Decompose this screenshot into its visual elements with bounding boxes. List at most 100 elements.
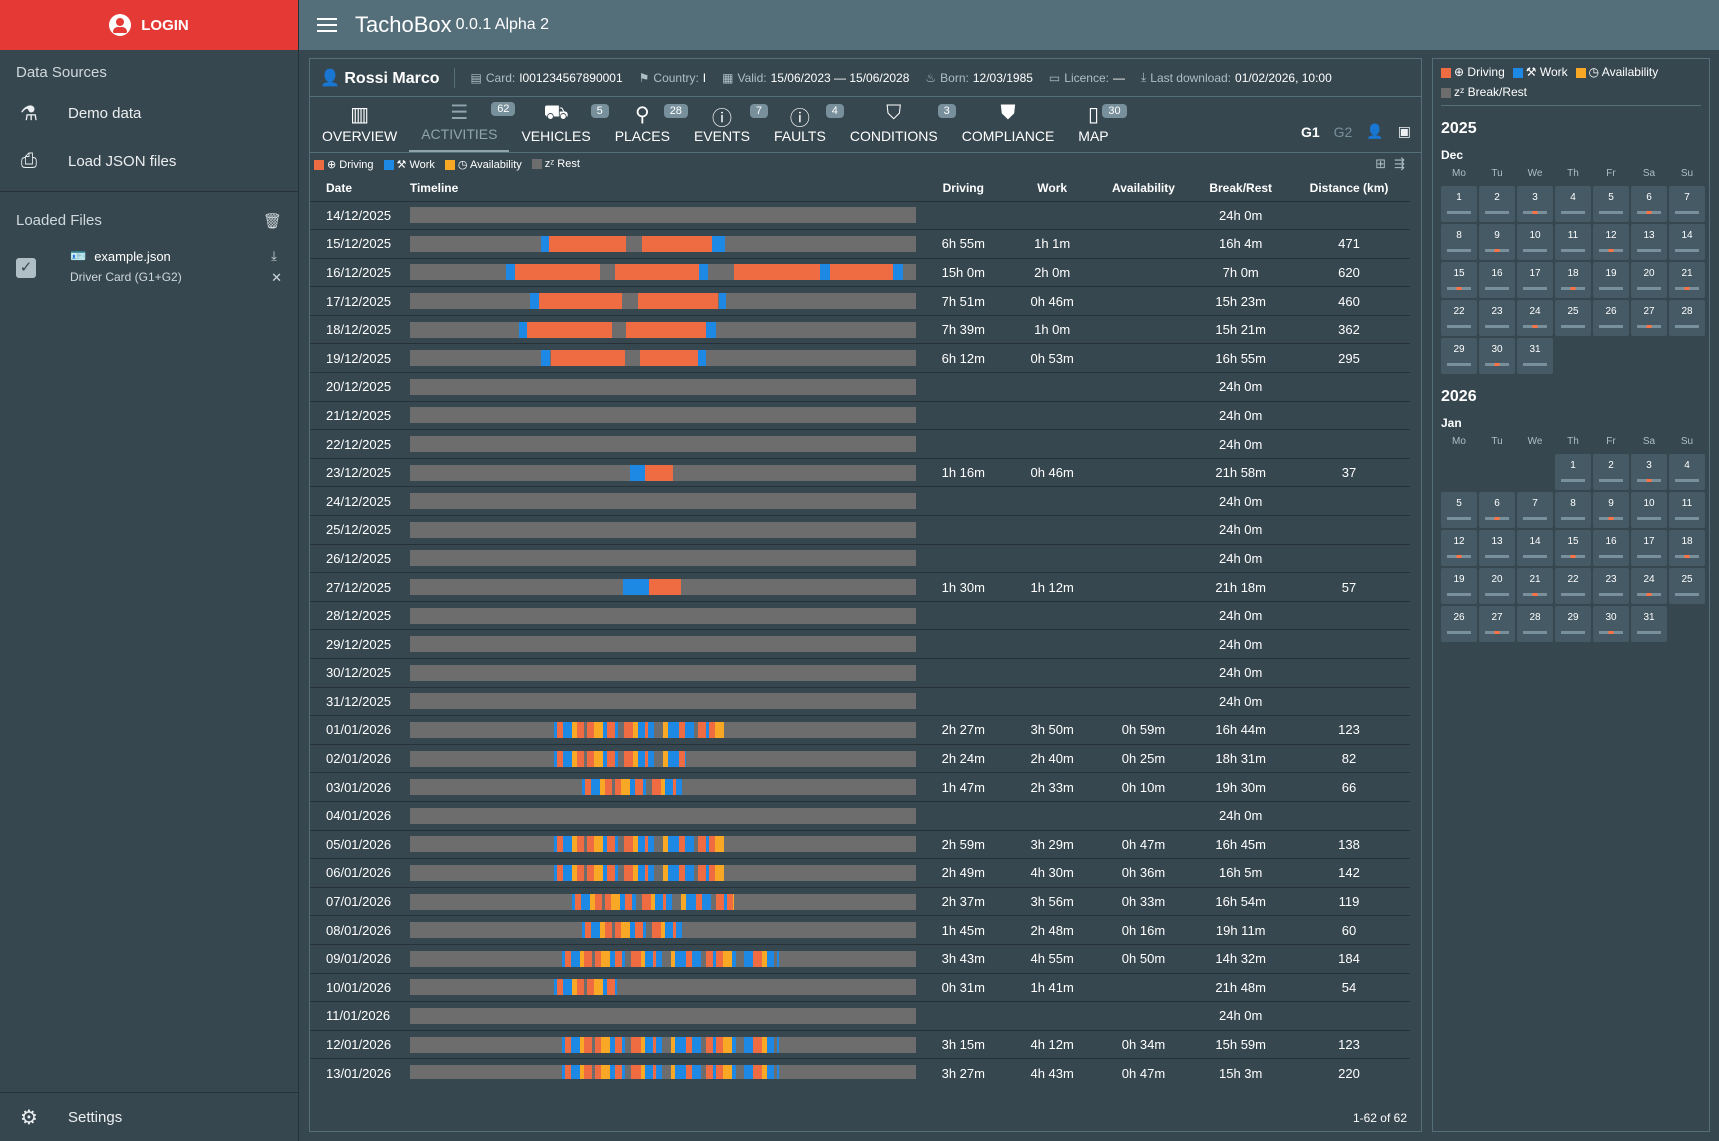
calendar-day[interactable]: 20 xyxy=(1631,262,1667,298)
table-row[interactable]: 27/12/2025 1h 30m 1h 12m 21h 18m 57 xyxy=(310,572,1410,602)
calendar-day[interactable]: 18 xyxy=(1669,530,1705,566)
calendar-day[interactable]: 15 xyxy=(1441,262,1477,298)
calendar-day[interactable]: 19 xyxy=(1593,262,1629,298)
calendar-day[interactable]: 10 xyxy=(1631,492,1667,528)
calendar-day[interactable]: 30 xyxy=(1479,338,1515,374)
calendar-day[interactable]: 21 xyxy=(1669,262,1705,298)
tab-overview[interactable]: ▥ OVERVIEW xyxy=(310,102,409,152)
col-work[interactable]: Work xyxy=(1010,175,1094,202)
calendar-day[interactable]: 8 xyxy=(1441,224,1477,260)
tab-places[interactable]: ⚲ PLACES 28 xyxy=(603,102,688,152)
tab-events[interactable]: ⓘ EVENTS 7 xyxy=(682,102,768,152)
table-row[interactable]: 17/12/2025 7h 51m 0h 46m 15h 23m 460 xyxy=(310,286,1410,316)
calendar-day[interactable]: 19 xyxy=(1441,568,1477,604)
calendar-day[interactable]: 16 xyxy=(1593,530,1629,566)
settings-item[interactable]: ⚙ Settings xyxy=(0,1093,299,1141)
calendar-day[interactable]: 29 xyxy=(1555,606,1591,642)
table-row[interactable]: 19/12/2025 6h 12m 0h 53m 16h 55m 295 xyxy=(310,343,1410,374)
table-row[interactable]: 15/12/2025 6h 55m 1h 1m 16h 4m 471 xyxy=(310,229,1410,259)
calendar-day[interactable]: 6 xyxy=(1479,492,1515,528)
calendar-day[interactable]: 24 xyxy=(1517,300,1553,336)
calendar-day[interactable]: 17 xyxy=(1631,530,1667,566)
calendar-day[interactable]: 24 xyxy=(1631,568,1667,604)
table-row[interactable]: 21/12/2025 24h 0m xyxy=(310,401,1410,431)
table-row[interactable]: 03/01/2026 1h 47m 2h 33m 0h 10m 19h 30m 66 xyxy=(310,772,1410,802)
calendar-day[interactable]: 6 xyxy=(1631,186,1667,222)
table-row[interactable]: 31/12/2025 24h 0m xyxy=(310,687,1410,717)
login-button[interactable]: LOGIN xyxy=(0,0,298,50)
table-row[interactable]: 04/01/2026 24h 0m xyxy=(310,801,1410,831)
calendar-day[interactable]: 14 xyxy=(1669,224,1705,260)
view-toggle-icons[interactable]: ⊞⇶ xyxy=(1375,156,1413,171)
table-row[interactable]: 29/12/2025 24h 0m xyxy=(310,629,1410,659)
g2-toggle[interactable]: G2 xyxy=(1333,123,1353,140)
calendar-day[interactable]: 31 xyxy=(1631,606,1667,642)
calendar-check-icon[interactable]: ▣ xyxy=(1397,123,1411,139)
tab-compliance[interactable]: ⛊ COMPLIANCE xyxy=(950,102,1067,152)
calendar-day[interactable]: 25 xyxy=(1555,300,1591,336)
calendar-day[interactable]: 27 xyxy=(1631,300,1667,336)
calendar-day[interactable]: 1 xyxy=(1555,454,1591,490)
calendar-day[interactable]: 18 xyxy=(1555,262,1591,298)
calendar-day[interactable]: 4 xyxy=(1669,454,1705,490)
calendar-day[interactable]: 17 xyxy=(1517,262,1553,298)
col-availability[interactable]: Availability xyxy=(1093,175,1194,202)
table-row[interactable]: 22/12/2025 24h 0m xyxy=(310,429,1410,459)
close-icon[interactable]: ✕ xyxy=(271,270,282,285)
table-row[interactable]: 10/01/2026 0h 31m 1h 41m 21h 48m 54 xyxy=(310,973,1410,1003)
calendar-day[interactable]: 26 xyxy=(1593,300,1629,336)
calendar-day[interactable]: 7 xyxy=(1517,492,1553,528)
calendar-day[interactable]: 9 xyxy=(1593,492,1629,528)
table-row[interactable]: 13/01/2026 3h 27m 4h 43m 0h 47m 15h 3m 220 xyxy=(310,1058,1410,1079)
table-row[interactable]: 02/01/2026 2h 24m 2h 40m 0h 25m 18h 31m 82 xyxy=(310,744,1410,774)
calendar-day[interactable]: 23 xyxy=(1593,568,1629,604)
calendar-day[interactable]: 31 xyxy=(1517,338,1553,374)
table-row[interactable]: 26/12/2025 24h 0m xyxy=(310,544,1410,574)
calendar-day[interactable]: 15 xyxy=(1555,530,1591,566)
download-icon[interactable]: ⤓ xyxy=(271,248,277,263)
menu-icon[interactable] xyxy=(317,18,337,32)
table-row[interactable]: 18/12/2025 7h 39m 1h 0m 15h 21m 362 xyxy=(310,315,1410,345)
file-checkbox[interactable]: ✓ xyxy=(16,258,36,278)
table-row[interactable]: 12/01/2026 3h 15m 4h 12m 0h 34m 15h 59m 123 xyxy=(310,1030,1410,1060)
calendar-day[interactable]: 5 xyxy=(1593,186,1629,222)
table-row[interactable]: 23/12/2025 1h 16m 0h 46m 21h 58m 37 xyxy=(310,458,1410,488)
calendar-day[interactable]: 3 xyxy=(1631,454,1667,490)
calendar-day[interactable]: 21 xyxy=(1517,568,1553,604)
col-distance[interactable]: Distance (km) xyxy=(1288,175,1410,202)
calendar-day[interactable]: 9 xyxy=(1479,224,1515,260)
table-row[interactable]: 30/12/2025 24h 0m xyxy=(310,658,1410,688)
calendar-day[interactable]: 28 xyxy=(1669,300,1705,336)
calendar-day[interactable]: 12 xyxy=(1593,224,1629,260)
calendar-day[interactable]: 14 xyxy=(1517,530,1553,566)
table-row[interactable]: 20/12/2025 24h 0m xyxy=(310,372,1410,402)
demo-data-item[interactable]: ⚗ Demo data xyxy=(0,89,298,137)
calendar-day[interactable]: 28 xyxy=(1517,606,1553,642)
calendar-day[interactable]: 22 xyxy=(1555,568,1591,604)
calendar-day[interactable]: 13 xyxy=(1479,530,1515,566)
calendar-day[interactable]: 30 xyxy=(1593,606,1629,642)
tab-vehicles[interactable]: ⛟ VEHICLES 5 xyxy=(509,102,609,152)
calendar-day[interactable]: 13 xyxy=(1631,224,1667,260)
table-row[interactable]: 25/12/2025 24h 0m xyxy=(310,515,1410,545)
calendar-day[interactable]: 3 xyxy=(1517,186,1553,222)
table-row[interactable]: 07/01/2026 2h 37m 3h 56m 0h 33m 16h 54m 119 xyxy=(310,887,1410,917)
col-driving[interactable]: Driving xyxy=(915,175,1011,202)
calendar-day[interactable]: 27 xyxy=(1479,606,1515,642)
tab-activities[interactable]: ☰ ACTIVITIES 62 xyxy=(409,100,516,152)
calendar-day[interactable]: 10 xyxy=(1517,224,1553,260)
calendar-day[interactable]: 22 xyxy=(1441,300,1477,336)
calendar-day[interactable]: 2 xyxy=(1593,454,1629,490)
calendar-day[interactable]: 16 xyxy=(1479,262,1515,298)
calendar-day[interactable]: 7 xyxy=(1669,186,1705,222)
g1-toggle[interactable]: G1 xyxy=(1300,123,1320,140)
calendar-day[interactable]: 12 xyxy=(1441,530,1477,566)
table-row[interactable]: 05/01/2026 2h 59m 3h 29m 0h 47m 16h 45m 138 xyxy=(310,830,1410,860)
table-row[interactable]: 16/12/2025 15h 0m 2h 0m 7h 0m 620 xyxy=(310,258,1410,288)
calendar-day[interactable]: 1 xyxy=(1441,186,1477,222)
load-json-item[interactable]: ⎙ Load JSON files xyxy=(0,137,298,185)
calendar-day[interactable]: 8 xyxy=(1555,492,1591,528)
trash-icon[interactable]: 🗑 xyxy=(262,213,282,230)
calendar-day[interactable]: 25 xyxy=(1669,568,1705,604)
table-row[interactable]: 01/01/2026 2h 27m 3h 50m 0h 59m 16h 44m 123 xyxy=(310,715,1410,745)
